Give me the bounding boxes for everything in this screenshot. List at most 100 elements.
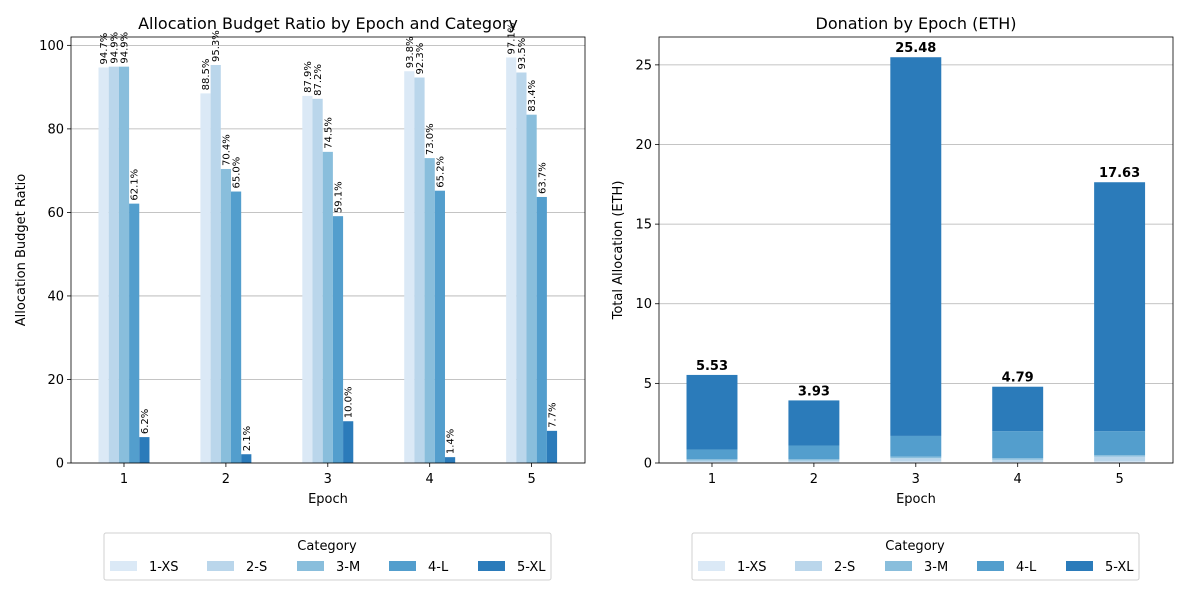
legend: Category 1-XS 2-S 3-M 4-L 5-XL — [691, 532, 1140, 581]
bar-3-m — [118, 66, 130, 463]
bar-3-m — [424, 158, 435, 463]
bar-segment-1-xs — [890, 461, 942, 463]
bar-segment-3-m — [890, 456, 942, 459]
bar-value-label: 83.4% — [527, 80, 538, 112]
y-tick-label: 25 — [635, 58, 652, 73]
bar-value-label: 6.2% — [140, 409, 151, 434]
bar-value-label: 65.2% — [435, 156, 446, 188]
bar-value-label: 87.2% — [313, 64, 324, 96]
x-tick-label: 2 — [810, 472, 818, 487]
bar-segment-5-xl — [686, 374, 738, 450]
y-tick-label: 80 — [47, 122, 64, 137]
legend-label-1-xs: 1-XS — [149, 560, 178, 575]
legend-title: Category — [885, 539, 945, 554]
bar-2-s — [312, 98, 323, 463]
bar-total-label: 3.93 — [798, 384, 830, 399]
bar-total-label: 4.79 — [1002, 371, 1034, 386]
bar-labels: 94.7% 88.5% 87.9% 93.8% 97.1% 94.9% 95.3% 87.2%… — [99, 23, 558, 454]
bar-value-label: 10.0% — [344, 386, 355, 418]
x-axis-label: Epoch — [896, 492, 936, 507]
bar-segment-4-l — [992, 431, 1044, 459]
x-tick-label: 4 — [1014, 472, 1022, 487]
bar-value-label: 73.0% — [425, 123, 436, 155]
x-tick-label: 3 — [324, 472, 332, 487]
y-tick-label: 100 — [39, 39, 64, 54]
bars — [98, 57, 558, 464]
bar-value-label: 93.5% — [517, 38, 528, 70]
x-tick-label: 5 — [527, 472, 535, 487]
legend-swatch-2-s — [795, 561, 822, 571]
bar-value-label: 65.0% — [232, 157, 243, 189]
bar-1-xs — [302, 95, 313, 463]
y-tick-label: 20 — [635, 138, 652, 153]
bar-3-m — [220, 168, 231, 463]
bar-segment-2-s — [686, 460, 738, 463]
bar-segment-5-xl — [788, 400, 840, 446]
x-tick-label: 4 — [426, 472, 434, 487]
bar-5-xl — [139, 437, 150, 463]
chart-title: Donation by Epoch (ETH) — [816, 14, 1017, 33]
y-tick-label: 0 — [644, 457, 652, 472]
bar-segment-2-s — [788, 460, 840, 463]
legend-label-3-m: 3-M — [924, 560, 948, 575]
legend-label-4-l: 4-L — [428, 560, 449, 575]
bar-1-xs — [98, 67, 109, 464]
bar-value-label: 94.9% — [119, 32, 130, 64]
bar-4-l — [536, 196, 547, 464]
bar-value-label: 63.7% — [537, 162, 548, 194]
bar-value-label: 92.3% — [415, 43, 426, 75]
legend-label-5-xl: 5-XL — [517, 560, 546, 575]
bar-segment-2-s — [1094, 456, 1146, 462]
donation-chart: Donation by Epoch (ETH) 5.53 3.93 25.48 4.7… — [611, 14, 1174, 581]
y-tick-label: 15 — [635, 218, 652, 233]
y-tick-label: 40 — [47, 289, 64, 304]
bar-segment-5-xl — [890, 57, 942, 436]
legend: Category 1-XS 2-S 3-M 4-L 5-XL — [103, 532, 552, 581]
legend-swatch-1-xs — [698, 561, 725, 571]
y-tick-label: 5 — [644, 377, 652, 392]
budget-ratio-chart: Allocation Budget Ratio by Epoch and Cat… — [14, 14, 586, 581]
y-axis-label: Allocation Budget Ratio — [14, 174, 29, 327]
y-tick-label: 20 — [47, 373, 64, 388]
bar-5-xl — [546, 430, 558, 463]
bars — [686, 57, 1146, 463]
axis-ticks: 0 20 40 60 80 100 1 2 3 4 5 — [39, 39, 536, 487]
legend-items: 1-XS 2-S 3-M 4-L 5-XL — [698, 560, 1134, 575]
bar-segment-3-m — [1094, 455, 1146, 457]
bar-value-label: 93.8% — [405, 36, 416, 68]
bar-segment-3-m — [788, 459, 840, 461]
bar-2-s — [108, 66, 119, 463]
bar-5-xl — [241, 454, 252, 463]
legend-swatch-1-xs — [110, 561, 137, 571]
bar-5-xl — [343, 421, 354, 463]
bar-total-label: 25.48 — [895, 41, 936, 56]
legend-label-3-m: 3-M — [336, 560, 360, 575]
bar-segment-5-xl — [1094, 182, 1146, 432]
legend-title: Category — [297, 539, 357, 554]
bar-1-xs — [506, 57, 517, 463]
bar-4-l — [434, 190, 445, 463]
x-tick-label: 2 — [222, 472, 230, 487]
bar-4-l — [230, 191, 242, 463]
total-labels: 5.53 3.93 25.48 4.79 17.63 — [696, 41, 1140, 399]
bar-value-label: 59.1% — [333, 181, 344, 213]
bar-value-label: 94.7% — [99, 33, 110, 65]
bar-4-l — [129, 203, 140, 463]
bar-segment-4-l — [788, 445, 840, 460]
bar-1-xs — [200, 93, 211, 463]
x-tick-label: 3 — [912, 472, 920, 487]
legend-swatch-3-m — [297, 561, 324, 571]
legend-swatch-4-l — [389, 561, 416, 571]
bar-value-label: 87.9% — [303, 61, 314, 93]
bar-segment-4-l — [1094, 431, 1146, 456]
bar-value-label: 95.3% — [211, 30, 222, 62]
bar-segment-5-xl — [992, 386, 1044, 432]
bar-segment-2-s — [890, 458, 942, 462]
bar-segment-2-s — [992, 459, 1044, 463]
x-tick-label: 5 — [1115, 472, 1123, 487]
x-tick-label: 1 — [120, 472, 128, 487]
bar-value-label: 97.1% — [507, 23, 518, 55]
bar-2-s — [414, 77, 425, 463]
bar-value-label: 2.1% — [242, 426, 253, 451]
